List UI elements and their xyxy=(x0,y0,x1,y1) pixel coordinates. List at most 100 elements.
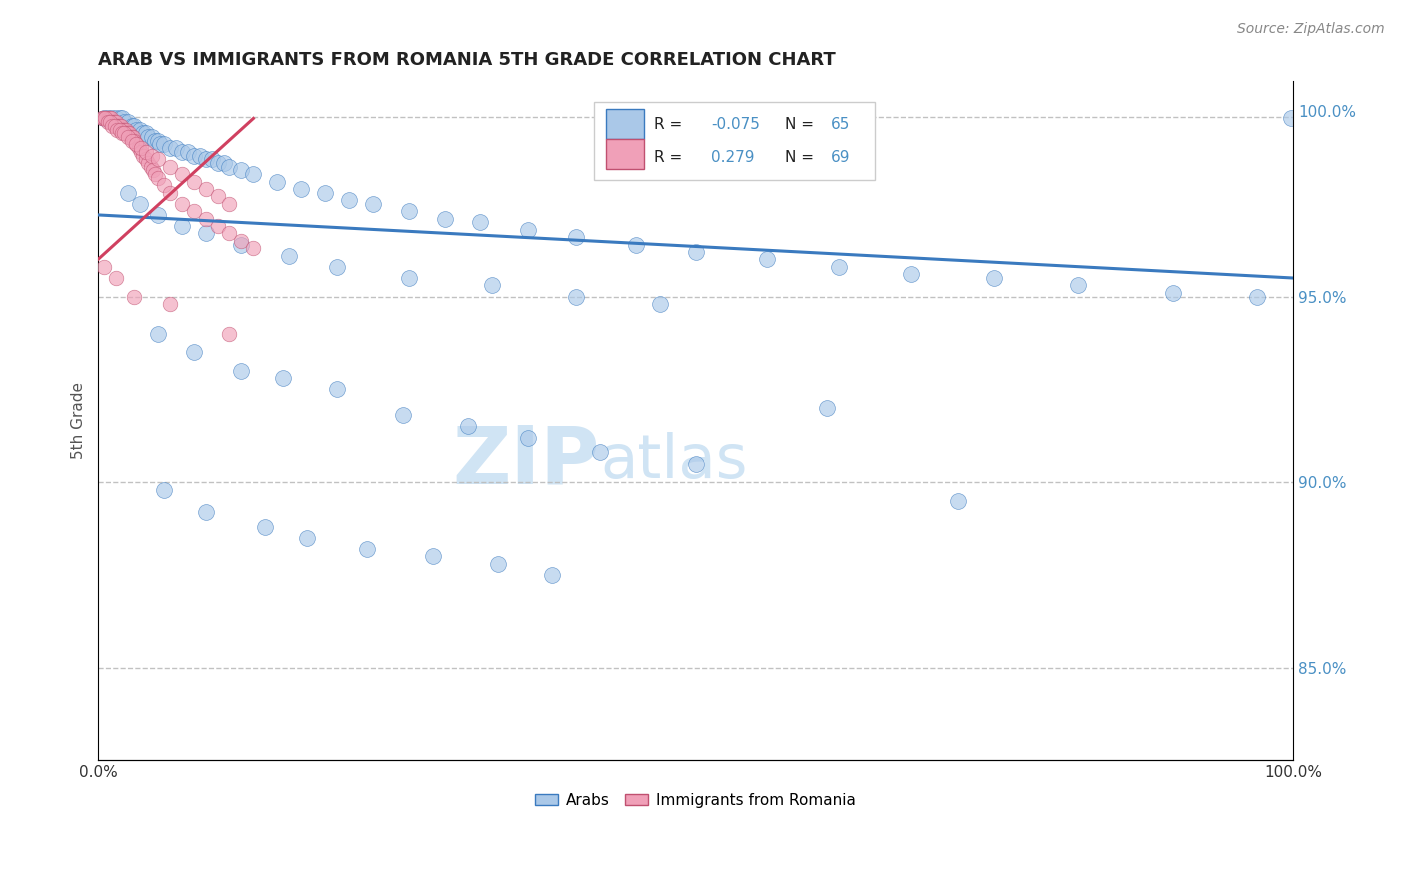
Point xyxy=(314,186,336,200)
Point xyxy=(207,219,229,233)
Point xyxy=(176,145,198,159)
Text: 65: 65 xyxy=(831,117,849,132)
Point xyxy=(117,126,139,140)
Point xyxy=(111,112,134,126)
Point xyxy=(271,371,294,385)
Point xyxy=(152,137,174,152)
Point xyxy=(93,112,115,126)
Point xyxy=(115,126,138,140)
Point xyxy=(326,260,349,274)
Point xyxy=(93,112,115,126)
Point xyxy=(624,237,647,252)
Point xyxy=(125,137,148,152)
Text: atlas: atlas xyxy=(600,432,748,491)
Text: N =: N = xyxy=(785,117,814,132)
Point xyxy=(159,186,181,200)
Text: R =: R = xyxy=(654,117,682,132)
Point xyxy=(112,122,135,136)
Point xyxy=(135,153,157,167)
Point xyxy=(900,268,922,282)
Point xyxy=(121,134,143,148)
Point xyxy=(212,156,235,170)
Point xyxy=(125,137,148,152)
Point xyxy=(98,115,121,129)
Point xyxy=(152,483,174,497)
Point xyxy=(231,237,253,252)
Point xyxy=(104,112,127,126)
Point xyxy=(110,119,132,133)
Point xyxy=(111,122,134,136)
Point xyxy=(194,211,217,226)
Point xyxy=(295,531,318,545)
Point xyxy=(685,245,707,260)
Point xyxy=(108,122,131,136)
Text: -0.075: -0.075 xyxy=(711,117,759,132)
Text: N =: N = xyxy=(785,150,814,165)
Point xyxy=(517,431,540,445)
Point xyxy=(170,167,193,181)
Point xyxy=(149,137,172,152)
Point xyxy=(141,130,163,145)
Point xyxy=(254,519,277,533)
Point xyxy=(146,153,169,167)
Point xyxy=(481,278,503,293)
Point xyxy=(983,271,1005,285)
Point xyxy=(117,130,139,145)
Point xyxy=(112,122,135,136)
Point xyxy=(100,112,122,126)
Point xyxy=(146,208,169,222)
Point xyxy=(107,119,129,133)
Point xyxy=(183,148,205,162)
Point xyxy=(1163,285,1185,300)
Point xyxy=(104,119,127,133)
Point xyxy=(648,297,671,311)
Point xyxy=(101,115,124,129)
Point xyxy=(159,160,181,174)
Point xyxy=(194,182,217,196)
Point xyxy=(117,115,139,129)
Point xyxy=(756,252,779,267)
Point xyxy=(104,115,127,129)
Point xyxy=(112,126,135,140)
Point xyxy=(111,126,134,140)
Point xyxy=(112,115,135,129)
Point xyxy=(129,141,152,155)
Point xyxy=(122,289,145,303)
Text: R =: R = xyxy=(654,150,682,165)
Point xyxy=(136,156,159,170)
Point xyxy=(207,189,229,203)
Point xyxy=(218,326,240,341)
Point xyxy=(170,196,193,211)
Point xyxy=(242,167,264,181)
Point xyxy=(422,549,444,564)
Point xyxy=(398,204,420,219)
Point xyxy=(290,182,312,196)
Point xyxy=(170,219,193,233)
Point xyxy=(356,541,378,556)
Point xyxy=(145,167,167,181)
Point xyxy=(97,112,120,126)
Point xyxy=(828,260,851,274)
Point xyxy=(1246,289,1268,303)
Text: 69: 69 xyxy=(831,150,851,165)
Point xyxy=(183,345,205,359)
Point xyxy=(685,457,707,471)
Point xyxy=(93,260,115,274)
Point xyxy=(117,186,139,200)
Point xyxy=(242,241,264,255)
Text: ARAB VS IMMIGRANTS FROM ROMANIA 5TH GRADE CORRELATION CHART: ARAB VS IMMIGRANTS FROM ROMANIA 5TH GRAD… xyxy=(98,51,835,69)
Point xyxy=(105,122,128,136)
Point xyxy=(97,115,120,129)
Point xyxy=(391,409,413,423)
Point xyxy=(541,567,564,582)
Point xyxy=(101,119,124,133)
Point xyxy=(159,141,181,155)
Point xyxy=(486,557,509,571)
Point xyxy=(565,289,588,303)
Point xyxy=(114,122,136,136)
Point xyxy=(108,119,131,133)
Point xyxy=(104,271,127,285)
Point xyxy=(1067,278,1090,293)
Point xyxy=(135,145,157,159)
Point xyxy=(470,215,492,229)
